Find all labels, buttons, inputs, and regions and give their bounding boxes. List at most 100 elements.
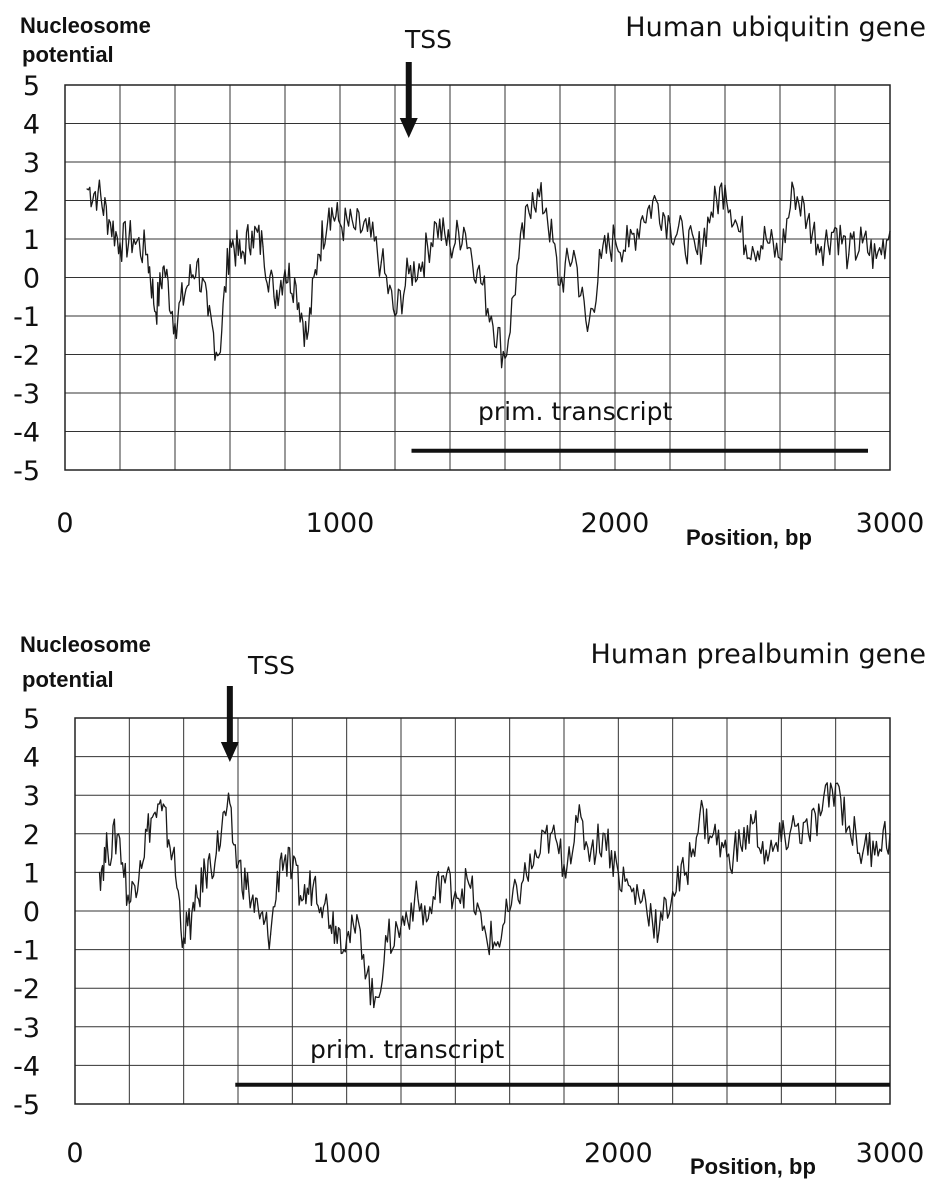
y-tick-label: -2 [13,341,40,372]
data-point [672,891,674,893]
data-point [641,215,644,217]
data-point [427,918,429,920]
tss-label: TSS [247,651,295,680]
series-line [86,179,891,369]
data-point [889,230,891,232]
data-point [229,238,231,240]
x-axis-label: Position, bp [686,525,812,550]
data-point [536,856,538,858]
data-point [779,257,781,259]
y-tick-label: -1 [13,936,40,967]
data-point [821,810,823,812]
x-tick-label: 3000 [856,508,925,539]
data-point [576,821,579,823]
y-axis-label-line1: Nucleosome [20,13,151,38]
data-point [108,219,110,221]
data-point [240,257,242,259]
data-point [504,357,506,359]
data-point [174,323,176,325]
y-tick-label: 2 [23,187,40,218]
data-point [683,238,685,240]
data-point [586,330,589,332]
data-point [590,848,592,850]
data-point [614,238,616,240]
data-point [476,269,479,271]
data-point [738,230,740,232]
data-point [669,223,671,225]
data-point [793,188,795,190]
data-point [712,833,715,835]
data-point [251,230,253,232]
x-tick-label: 1000 [312,1138,381,1169]
data-point [207,315,209,317]
y-axis-label-line1: Nucleosome [20,632,151,657]
data-point [366,230,369,232]
tss-label: TSS [404,25,452,54]
y-tick-label: 5 [23,71,40,102]
y-tick-label: 0 [23,897,40,928]
data-point [302,898,304,901]
data-point [875,257,877,259]
x-tick-label: 0 [66,1138,83,1169]
data-point [193,910,196,912]
data-point [196,261,198,263]
data-point [765,238,767,240]
data-point [780,840,782,843]
data-point [573,249,575,252]
data-point [696,253,699,255]
data-point [380,261,382,263]
data-point [435,223,437,225]
data-point [324,902,326,904]
y-tick-label: -2 [13,974,40,1005]
data-point [848,253,850,255]
data-point [490,315,492,317]
data-point [468,883,470,885]
data-point [237,864,239,866]
data-point [107,848,109,850]
x-tick-label: 1000 [306,508,375,539]
data-point [335,925,337,928]
data-point [441,875,443,877]
data-point [161,810,163,812]
data-point [280,852,283,854]
data-point [835,783,837,785]
y-tick-label: -1 [13,302,40,333]
data-point [98,871,101,874]
data-point [834,226,836,229]
plot-frame [64,84,891,471]
data-point [563,864,565,866]
data-point [658,929,660,931]
data-point [531,192,534,194]
y-tick-label: -3 [13,379,40,410]
data-point [889,833,891,835]
data-point [262,246,264,248]
data-point [509,910,511,912]
data-point [317,253,319,255]
tss-arrow-shaft [226,686,233,744]
data-point [133,238,135,240]
data-point [559,284,561,286]
x-tick-label: 2000 [581,508,650,539]
data-point [313,879,315,881]
transcript-label: prim. transcript [310,1035,504,1064]
y-tick-label: 3 [23,781,40,812]
data-point [806,219,809,221]
y-tick-label: -5 [13,1090,40,1121]
y-tick-label: 4 [23,743,40,774]
data-point [373,1006,375,1009]
data-point [751,246,754,248]
y-tick-label: 0 [23,264,40,295]
data-point [604,833,606,835]
y-tick-label: -4 [13,1051,40,1082]
data-point [413,898,416,901]
data-point [146,253,149,255]
data-point [215,852,217,854]
data-point [139,860,141,862]
y-axis-label-line2: potential [22,42,114,67]
data-point [545,207,547,209]
data-point [726,856,728,858]
series-line [98,782,891,1009]
data-point [117,833,120,835]
data-point [204,871,206,874]
data-point [306,338,308,340]
